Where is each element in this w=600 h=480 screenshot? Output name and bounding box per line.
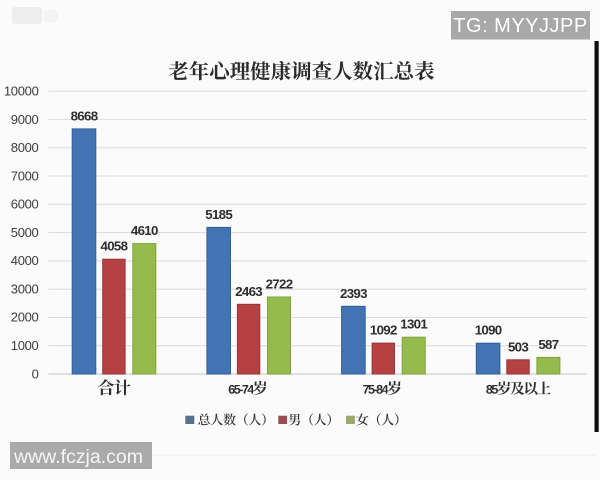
svg-text:www.fczja.com: www.fczja.com: [13, 446, 143, 468]
svg-text:9000: 9000: [11, 112, 39, 127]
svg-text:3000: 3000: [11, 282, 39, 297]
svg-text:587: 587: [538, 337, 558, 352]
svg-text:2393: 2393: [340, 286, 367, 301]
svg-text:6000: 6000: [11, 197, 39, 212]
svg-text:1000: 1000: [11, 338, 39, 353]
svg-text:4058: 4058: [101, 239, 128, 254]
svg-text:1301: 1301: [400, 317, 428, 332]
svg-text:4000: 4000: [11, 253, 39, 268]
svg-text:2463: 2463: [235, 284, 262, 299]
svg-text:10000: 10000: [4, 84, 39, 99]
svg-text:TG: MYYJJPP: TG: MYYJJPP: [453, 15, 587, 37]
svg-text:2722: 2722: [266, 277, 293, 292]
svg-text:1090: 1090: [475, 323, 502, 338]
svg-text:8668: 8668: [71, 108, 98, 123]
svg-text:1092: 1092: [370, 323, 397, 338]
svg-text:0: 0: [32, 366, 39, 381]
svg-text:5000: 5000: [11, 225, 39, 240]
svg-text:4610: 4610: [131, 223, 158, 238]
svg-text:2000: 2000: [11, 310, 39, 325]
svg-text:503: 503: [508, 339, 528, 354]
svg-text:5185: 5185: [205, 207, 233, 222]
svg-text:7000: 7000: [11, 168, 39, 183]
svg-text:8000: 8000: [11, 140, 39, 155]
